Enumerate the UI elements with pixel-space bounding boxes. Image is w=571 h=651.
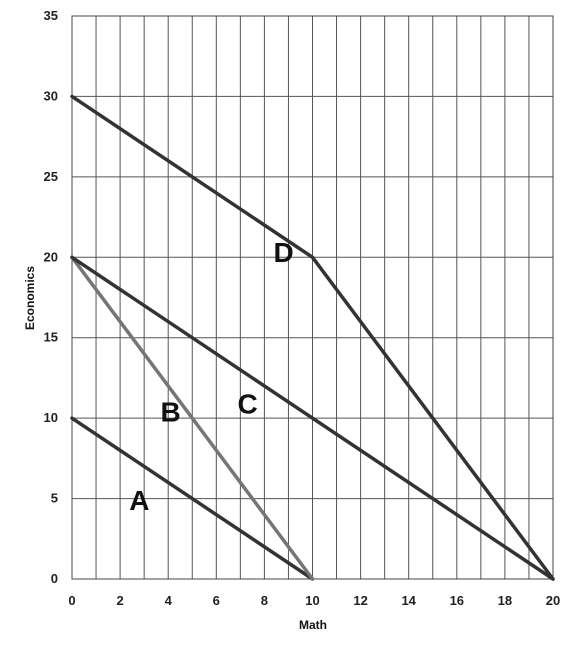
- x-tick-label: 12: [353, 593, 367, 608]
- y-tick-label: 30: [44, 88, 58, 103]
- y-tick-label: 15: [44, 330, 58, 345]
- series-line-d: [70, 94, 555, 581]
- x-tick-label: 4: [165, 593, 173, 608]
- y-tick-label: 5: [51, 491, 58, 506]
- y-tick-label: 35: [44, 8, 58, 23]
- x-tick-label: 14: [401, 593, 416, 608]
- series-line-c: [70, 255, 555, 581]
- series-line-b: [70, 255, 315, 581]
- x-tick-label: 16: [450, 593, 464, 608]
- x-tick-label: 20: [546, 593, 560, 608]
- series-labels: A B C D: [129, 237, 294, 516]
- x-tick-label: 18: [498, 593, 512, 608]
- y-axis-label: Economics: [23, 266, 37, 330]
- y-tick-label: 0: [51, 571, 58, 586]
- series-label-a: A: [129, 485, 149, 516]
- x-tick-label: 6: [213, 593, 220, 608]
- x-tick-label: 8: [261, 593, 268, 608]
- y-tick-label: 10: [44, 410, 58, 425]
- x-tick-label: 2: [116, 593, 123, 608]
- x-axis-label: Math: [299, 618, 327, 632]
- x-tick-label: 0: [68, 593, 75, 608]
- series-label-d: D: [274, 237, 294, 268]
- series-label-b: B: [160, 396, 180, 427]
- x-tick-label: 10: [305, 593, 319, 608]
- grid: [71, 15, 554, 580]
- series-label-c: C: [237, 388, 257, 419]
- y-tick-label: 25: [44, 169, 58, 184]
- series-line-a: [70, 416, 315, 581]
- y-tick-label: 20: [44, 249, 58, 264]
- series-lines: [70, 94, 555, 581]
- tick-labels: 0 2 4 6 8 10 12 14 16 18 20 0 5 10 15 20 25 30 35: [44, 8, 561, 608]
